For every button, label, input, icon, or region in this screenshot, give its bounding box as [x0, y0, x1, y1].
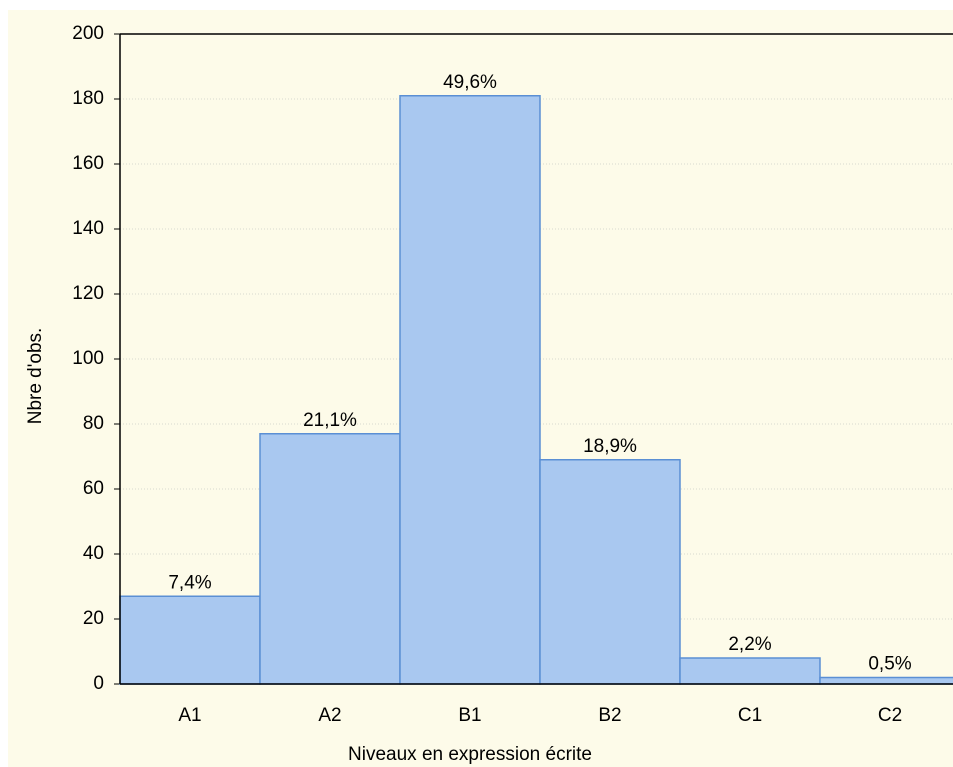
bar [539, 459, 681, 685]
bar-annotation: 49,6% [443, 72, 497, 93]
y-tick-label: 0 [93, 673, 104, 694]
y-tick-label: 180 [72, 88, 104, 109]
bar [119, 595, 261, 685]
bar-annotation: 2,2% [728, 634, 771, 655]
x-tick-label: C2 [878, 705, 902, 726]
y-tick-label: 60 [83, 478, 104, 499]
y-tick-label: 160 [72, 153, 104, 174]
y-tick-label: 40 [83, 543, 104, 564]
y-tick-label: 80 [83, 413, 104, 434]
x-tick-label: A1 [178, 705, 201, 726]
bar [679, 657, 821, 685]
bar-annotation: 21,1% [303, 410, 357, 431]
x-axis-title: Niveaux en expression écrite [348, 744, 592, 765]
y-tick-label: 200 [72, 23, 104, 44]
y-axis-title: Nbre d'obs. [25, 328, 46, 425]
bar-annotation: 0,5% [868, 654, 911, 675]
x-tick-label: B1 [458, 705, 481, 726]
bar [399, 95, 541, 685]
y-tick-label: 120 [72, 283, 104, 304]
bar-annotation: 18,9% [583, 436, 637, 457]
x-tick-label: C1 [738, 705, 762, 726]
y-tick-label: 140 [72, 218, 104, 239]
x-tick-label: B2 [598, 705, 621, 726]
bar [819, 676, 953, 685]
bar-annotation: 7,4% [168, 572, 211, 593]
bar [259, 433, 401, 685]
y-tick-label: 20 [83, 608, 104, 629]
y-tick-label: 100 [72, 348, 104, 369]
x-tick-label: A2 [318, 705, 341, 726]
